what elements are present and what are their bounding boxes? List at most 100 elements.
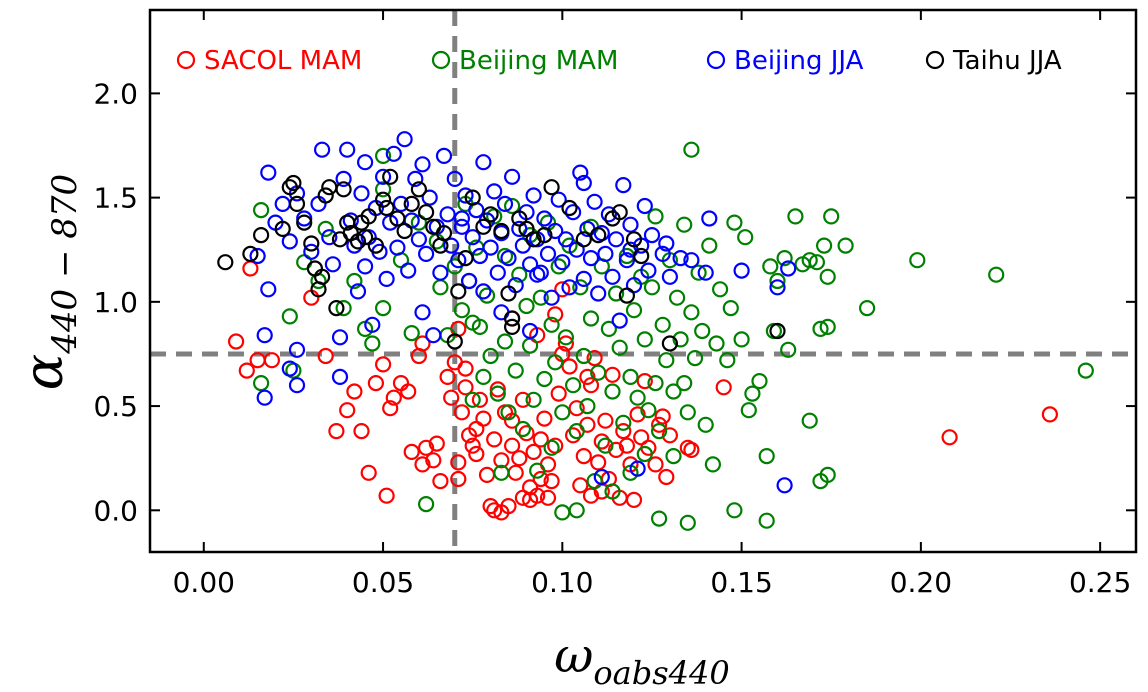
data-point [503, 310, 521, 327]
data-point [579, 368, 596, 385]
data-point [618, 287, 636, 304]
data-point [758, 512, 775, 529]
data-point [909, 252, 926, 269]
data-point [256, 389, 273, 406]
data-point [661, 335, 679, 352]
x-axis-subscript: oabs440 [593, 654, 729, 692]
legend-label: Taihu JJA [952, 46, 1062, 76]
data-point [686, 350, 704, 367]
legend-marker [176, 50, 196, 70]
data-point [489, 381, 506, 398]
data-point [808, 254, 826, 271]
data-point [650, 510, 668, 527]
data-point [590, 227, 607, 244]
data-point [464, 437, 481, 454]
reference-lines [150, 10, 1136, 552]
data-point [815, 237, 833, 254]
data-point [597, 412, 614, 429]
y-tick-label: 1.5 [93, 182, 138, 215]
data-point [561, 279, 578, 296]
y-tick-label: 0.5 [93, 390, 138, 423]
data-point [575, 231, 592, 248]
data-point [253, 202, 270, 219]
data-point [525, 391, 542, 408]
data-point [658, 352, 675, 369]
data-point [288, 195, 306, 212]
data-point [751, 373, 768, 390]
data-point [471, 318, 488, 335]
data-point [414, 304, 431, 321]
data-point [503, 168, 521, 185]
data-point [719, 352, 736, 369]
data-point [654, 245, 671, 262]
data-point [418, 245, 435, 262]
data-point [253, 375, 270, 392]
data-point [489, 264, 506, 281]
data-point [572, 477, 589, 494]
data-point [593, 433, 610, 450]
data-point [819, 318, 836, 335]
y-axis-title: α440 − 870 [12, 174, 85, 390]
data-point [511, 220, 528, 237]
data-point [547, 222, 564, 240]
data-point [625, 491, 643, 508]
data-point [346, 383, 363, 400]
data-point [403, 195, 420, 212]
data-point [762, 258, 779, 275]
data-point [607, 285, 625, 302]
data-point [281, 179, 298, 196]
data-point [525, 187, 542, 204]
data-point [529, 487, 546, 504]
data-point [564, 204, 582, 221]
data-point [557, 335, 575, 352]
data-point [618, 437, 636, 454]
data-point [382, 400, 399, 417]
data-point [496, 333, 514, 350]
data-point [518, 297, 535, 315]
data-point [758, 448, 775, 465]
data-point [435, 225, 453, 242]
data-point [611, 312, 628, 329]
data-point [375, 356, 392, 373]
data-point [647, 456, 664, 473]
data-point [568, 423, 585, 440]
data-point [478, 287, 496, 304]
data-point [349, 283, 367, 300]
data-point [503, 412, 521, 429]
data-point [550, 258, 567, 275]
data-point [414, 156, 431, 173]
data-point [450, 252, 467, 269]
data-point [858, 300, 876, 317]
data-point [597, 245, 614, 262]
data-point [331, 329, 349, 346]
data-point [568, 502, 585, 519]
data-point [776, 477, 793, 494]
data-point [493, 464, 510, 481]
data-point [238, 362, 255, 379]
data-point [543, 439, 560, 456]
x-axis-title: ωoabs440 [554, 628, 729, 692]
data-point [590, 454, 607, 471]
data-point [611, 339, 628, 356]
data-point [683, 141, 700, 158]
data-point [679, 404, 696, 421]
data-point [722, 300, 739, 317]
data-point [500, 404, 517, 421]
data-point [633, 247, 650, 265]
data-points [217, 131, 1094, 531]
data-point [776, 250, 793, 267]
data-point [403, 325, 420, 342]
data-point [281, 308, 298, 325]
data-point [521, 322, 539, 340]
data-point [607, 441, 625, 458]
data-point [536, 370, 553, 388]
data-point [629, 460, 646, 477]
data-point [418, 439, 435, 456]
data-point [679, 514, 696, 531]
data-point [694, 322, 711, 340]
data-point [697, 416, 714, 433]
data-point [364, 316, 381, 333]
data-point [217, 254, 234, 271]
data-point [418, 496, 435, 513]
data-point [486, 502, 503, 519]
